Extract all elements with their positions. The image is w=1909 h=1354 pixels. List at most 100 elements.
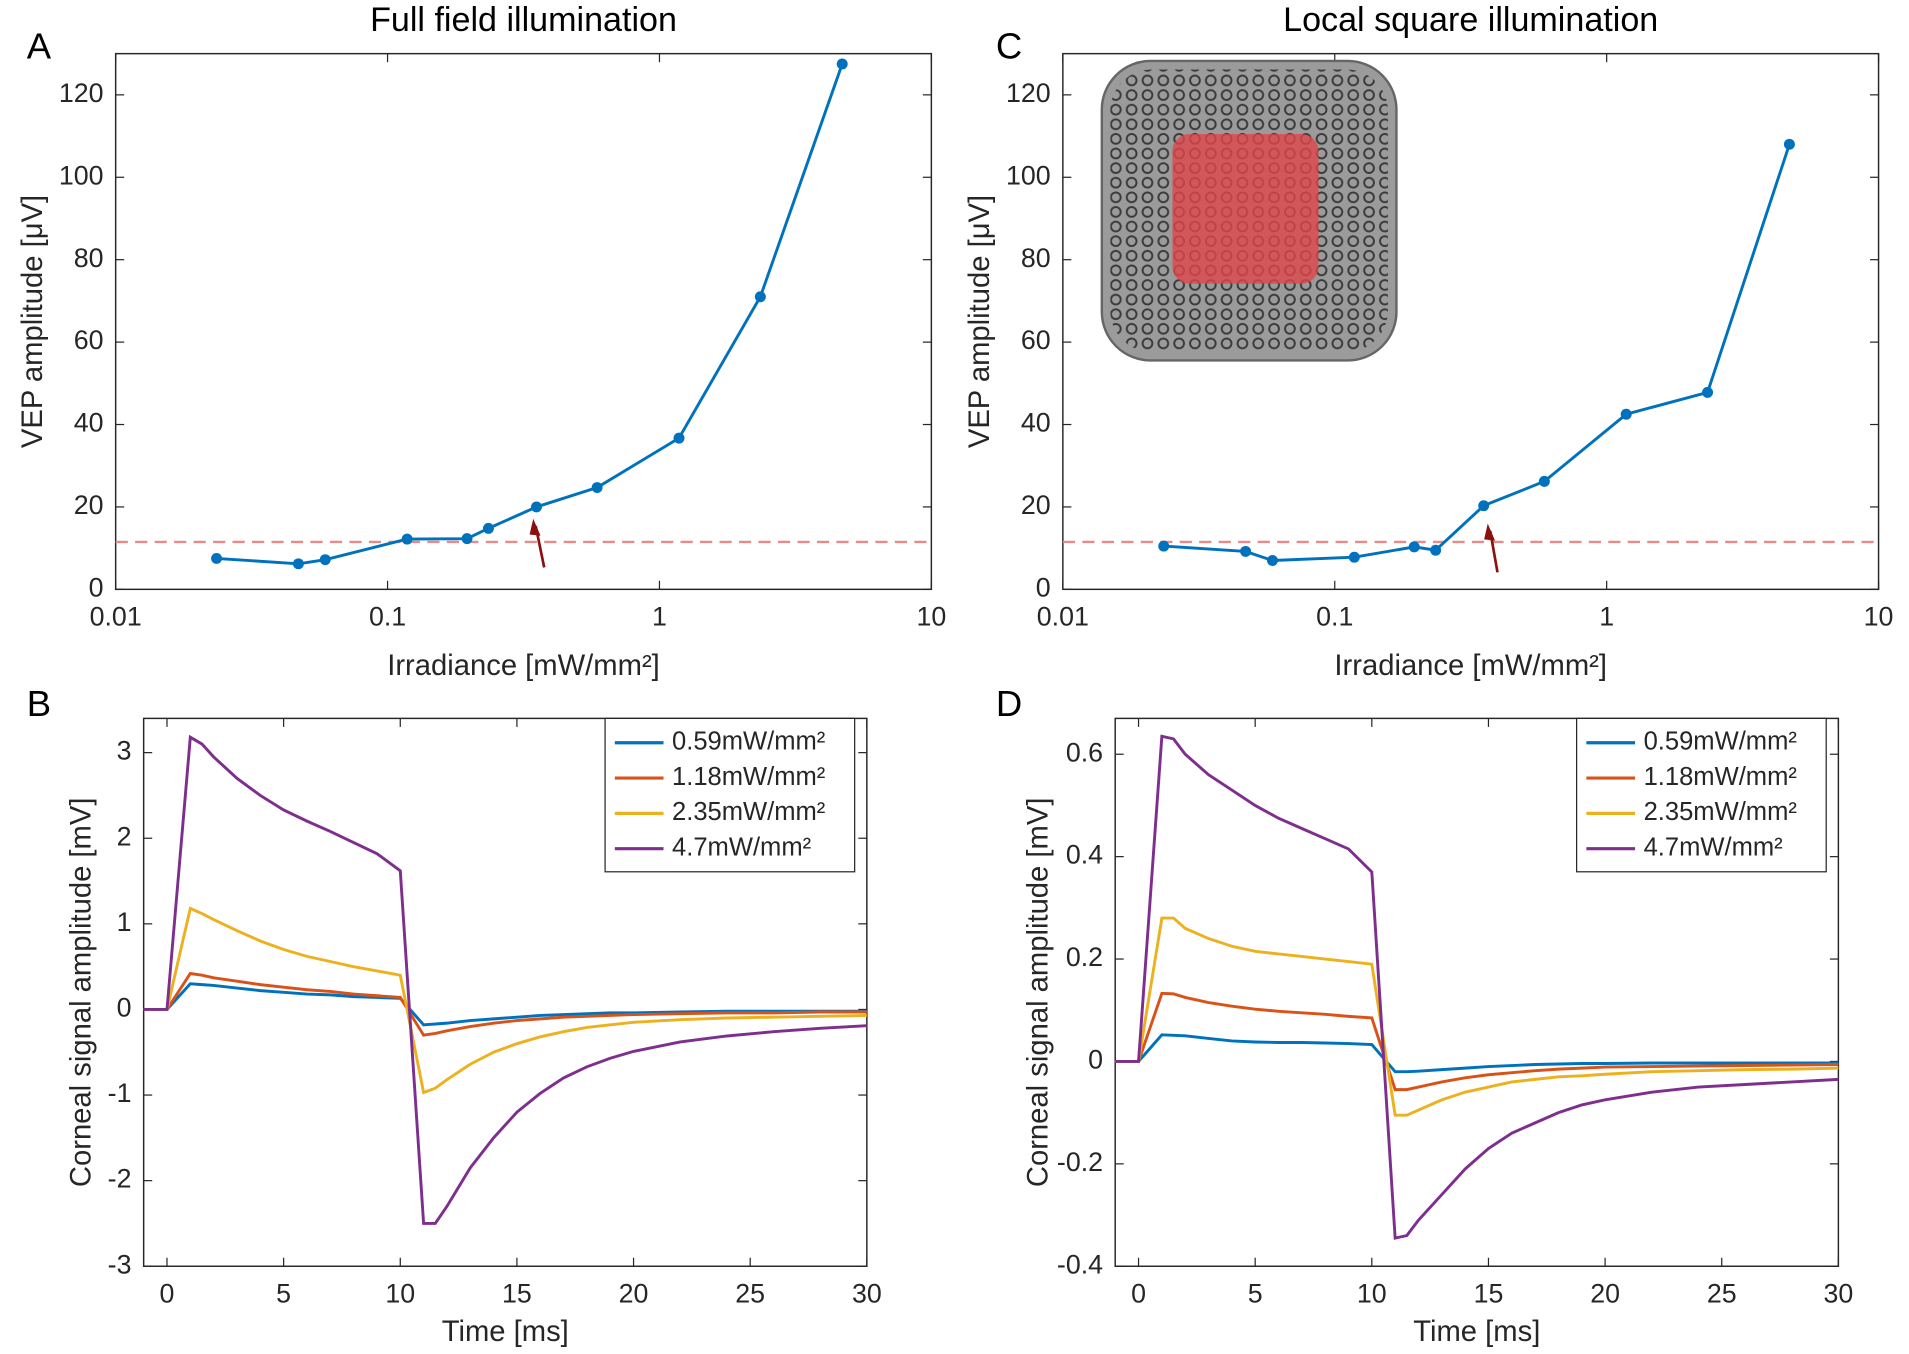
chart-title: Full field illumination (370, 1, 677, 39)
x-tick-label: 0.1 (369, 602, 406, 632)
y-tick-label: 40 (1021, 408, 1051, 438)
arrow (1484, 523, 1499, 573)
data-point (1158, 540, 1170, 552)
x-axis-label: Time [ms] (442, 1316, 569, 1348)
axes-box (1062, 52, 1880, 591)
x-tick-label: 20 (1590, 1279, 1620, 1309)
y-tick-label: 80 (1021, 243, 1051, 273)
y-tick-label: 100 (59, 160, 104, 190)
y-tick-label: 3 (117, 736, 132, 766)
y-tick-label: 0.6 (1066, 737, 1103, 767)
x-tick-label: 10 (916, 602, 946, 632)
x-tick-label: 20 (619, 1279, 649, 1309)
legend-label: 4.7mW/mm² (1644, 833, 1784, 861)
x-tick-label: 10 (385, 1279, 415, 1309)
y-axis-label: Corneal signal amplitude [mV] (1022, 798, 1054, 1188)
x-tick-label: 10 (1357, 1279, 1387, 1309)
data-line (143, 734, 867, 1225)
x-axis-label: Time [ms] (1413, 1316, 1540, 1348)
y-tick-label: 120 (59, 78, 104, 108)
data-point (531, 501, 542, 513)
x-tick-label: 0.01 (1037, 602, 1089, 632)
inset-image (1100, 59, 1398, 362)
data-point (673, 432, 685, 444)
data-point (591, 482, 603, 494)
data-point (1408, 541, 1420, 553)
x-axis-label: Irradiance [mW/mm²] (1334, 650, 1607, 682)
x-axis-label: Irradiance [mW/mm²] (387, 650, 660, 682)
legend-label: 0.59mW/mm² (1644, 727, 1798, 755)
data-line (143, 971, 867, 1037)
legend-label: 1.18mW/mm² (1644, 763, 1798, 791)
y-axis-label: Corneal signal amplitude [mV] (66, 798, 98, 1188)
y-tick-label: -1 (108, 1078, 132, 1108)
y-tick-label: 80 (74, 243, 104, 273)
y-tick-label: 100 (1006, 160, 1051, 190)
legend-label: 2.35mW/mm² (672, 798, 826, 826)
data-line (216, 63, 844, 566)
x-tick-label: 1 (1599, 602, 1614, 632)
legend-label: 4.7mW/mm² (672, 833, 812, 861)
x-tick-label: 0.1 (1316, 602, 1353, 632)
data-point (1478, 500, 1490, 512)
y-tick-label: 0 (89, 572, 104, 602)
y-tick-label: 60 (74, 325, 104, 355)
x-tick-label: 1 (652, 602, 667, 632)
data-point (292, 558, 304, 570)
data-point (482, 522, 494, 534)
data-line (1115, 734, 1839, 1240)
data-point (754, 291, 766, 303)
y-tick-label: 0 (117, 993, 132, 1023)
data-point (211, 552, 223, 564)
axes-box (142, 717, 868, 1267)
y-tick-label: 1 (117, 907, 132, 937)
data-point (319, 554, 331, 566)
x-tick-label: 0 (160, 1279, 175, 1309)
panel: 0 5 10 15 20 25 30 -3 -2 -1 0 1 2 3 0.59mW/mm² 1.18mW/m… (27, 683, 882, 1348)
y-tick-label: 0.2 (1066, 942, 1103, 972)
data-point (1538, 475, 1550, 487)
y-tick-label: 20 (1021, 490, 1051, 520)
data-point (836, 58, 848, 70)
panel-label: B (27, 683, 51, 724)
arrow (529, 518, 546, 568)
data-point (1348, 551, 1360, 563)
data-point (401, 533, 413, 545)
x-tick-label: 25 (735, 1279, 765, 1309)
data-point (1702, 386, 1714, 398)
data-line (1115, 916, 1839, 1117)
data-point (461, 533, 473, 545)
panel-label: C (996, 25, 1022, 66)
x-tick-label: 5 (276, 1279, 291, 1309)
legend-label: 1.18mW/mm² (672, 763, 826, 791)
y-tick-label: 20 (74, 490, 104, 520)
y-tick-label: 0 (1088, 1045, 1103, 1075)
y-tick-label: -2 (108, 1164, 132, 1194)
y-tick-label: 0.4 (1066, 840, 1103, 870)
y-tick-label: 60 (1021, 325, 1051, 355)
y-tick-label: -3 (108, 1249, 132, 1279)
y-tick-label: -0.4 (1057, 1249, 1103, 1279)
data-point (1430, 544, 1442, 556)
data-line (143, 906, 867, 1095)
chart-title: Local square illumination (1283, 1, 1658, 39)
data-point (1783, 138, 1795, 150)
x-tick-label: 15 (1474, 1279, 1504, 1309)
y-tick-label: 0 (1036, 572, 1051, 602)
x-tick-label: 30 (1823, 1279, 1853, 1309)
x-tick-label: 15 (502, 1279, 532, 1309)
y-tick-label: 120 (1006, 78, 1051, 108)
data-point (1266, 555, 1278, 566)
data-point (1240, 545, 1252, 557)
data-line (143, 982, 867, 1027)
y-axis-label: VEP amplitude [μV] (964, 195, 996, 448)
x-tick-label: 0.01 (90, 602, 142, 632)
x-tick-label: 5 (1248, 1279, 1263, 1309)
y-axis-label: VEP amplitude [μV] (17, 195, 49, 448)
panel: 0 5 10 15 20 25 30 -0.4 -0.2 0 0.2 0.4 0.6 0.59mW/mm²… (996, 683, 1853, 1348)
panel-label: A (27, 25, 52, 66)
legend-label: 0.59mW/mm² (672, 727, 826, 755)
